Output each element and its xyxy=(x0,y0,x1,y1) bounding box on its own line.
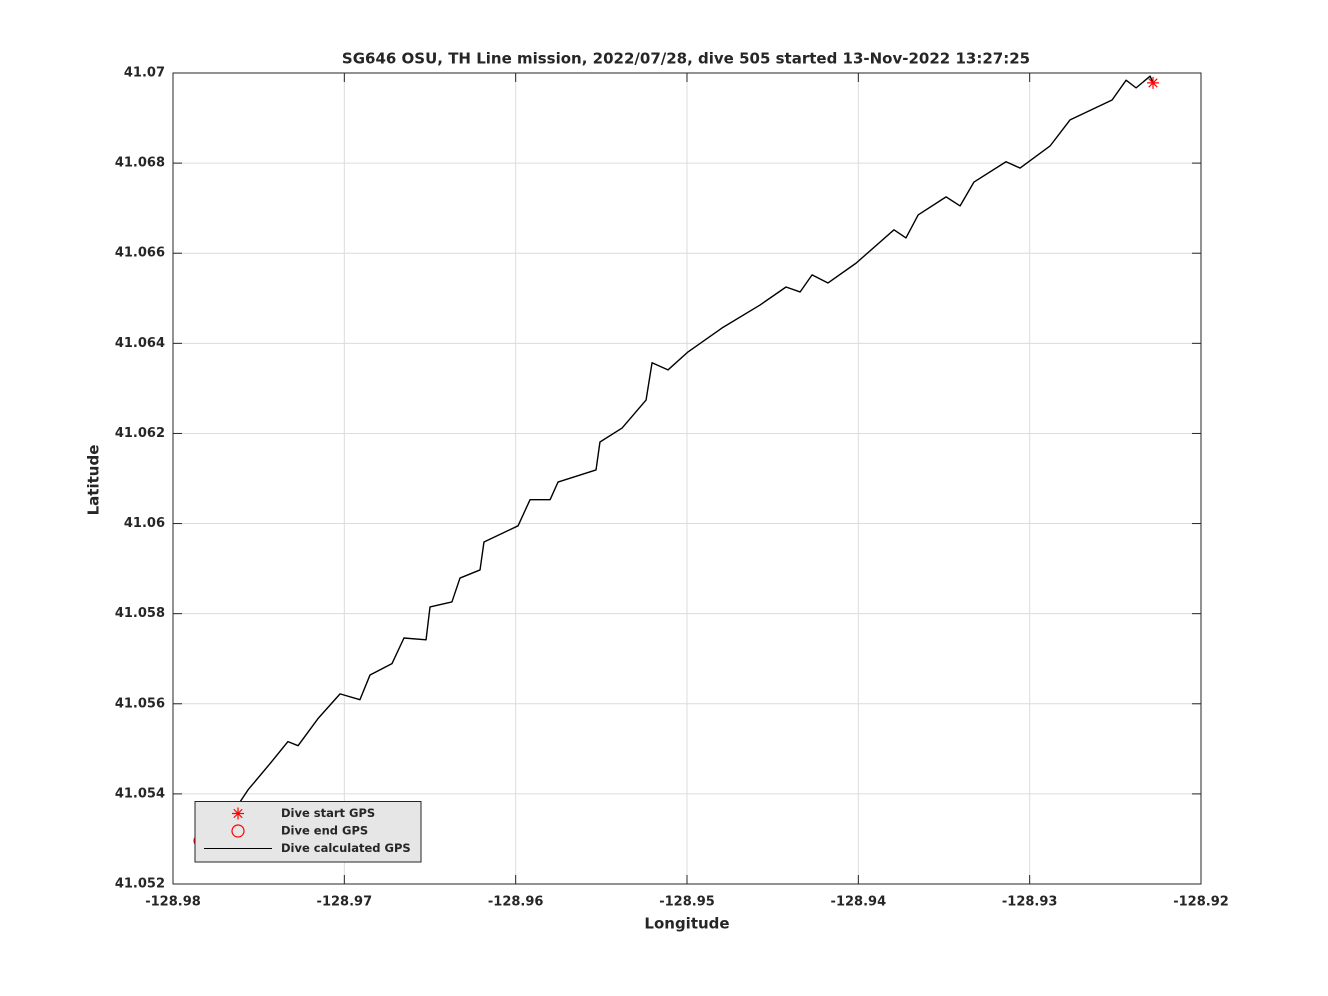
x-tick-label: -128.94 xyxy=(831,895,887,910)
y-axis-label: Latitude xyxy=(85,445,103,516)
plot-frame xyxy=(172,72,1202,885)
legend: Dive start GPS Dive end GPS Dive calculate… xyxy=(194,801,422,863)
legend-label: Dive start GPS xyxy=(281,806,375,820)
y-tick-label: 41.058 xyxy=(115,606,165,621)
chart-title: SG646 OSU, TH Line mission, 2022/07/28, … xyxy=(342,50,1030,68)
y-tick-label: 41.062 xyxy=(115,426,165,441)
y-tick-label: 41.054 xyxy=(115,786,165,801)
y-tick-label: 41.066 xyxy=(115,246,165,261)
legend-marker xyxy=(231,824,245,838)
x-tick-label: -128.98 xyxy=(145,895,201,910)
x-axis-label: Longitude xyxy=(644,915,729,933)
legend-label: Dive calculated GPS xyxy=(281,841,411,855)
x-tick-label: -128.92 xyxy=(1173,895,1229,910)
y-tick-label: 41.06 xyxy=(124,516,165,531)
y-tick-label: 41.064 xyxy=(115,336,165,351)
y-tick-label: 41.07 xyxy=(124,66,165,81)
x-tick-label: -128.97 xyxy=(317,895,373,910)
x-tick-label: -128.93 xyxy=(1002,895,1058,910)
legend-label: Dive end GPS xyxy=(281,824,368,838)
track-line xyxy=(199,75,1154,842)
y-tick-label: 41.052 xyxy=(115,877,165,892)
star-point xyxy=(1147,76,1160,89)
x-tick-label: -128.96 xyxy=(488,895,544,910)
x-tick-label: -128.95 xyxy=(659,895,715,910)
legend-box xyxy=(194,801,422,863)
legend-marker xyxy=(232,807,244,820)
y-tick-label: 41.056 xyxy=(115,696,165,711)
y-tick-label: 41.068 xyxy=(115,156,165,171)
